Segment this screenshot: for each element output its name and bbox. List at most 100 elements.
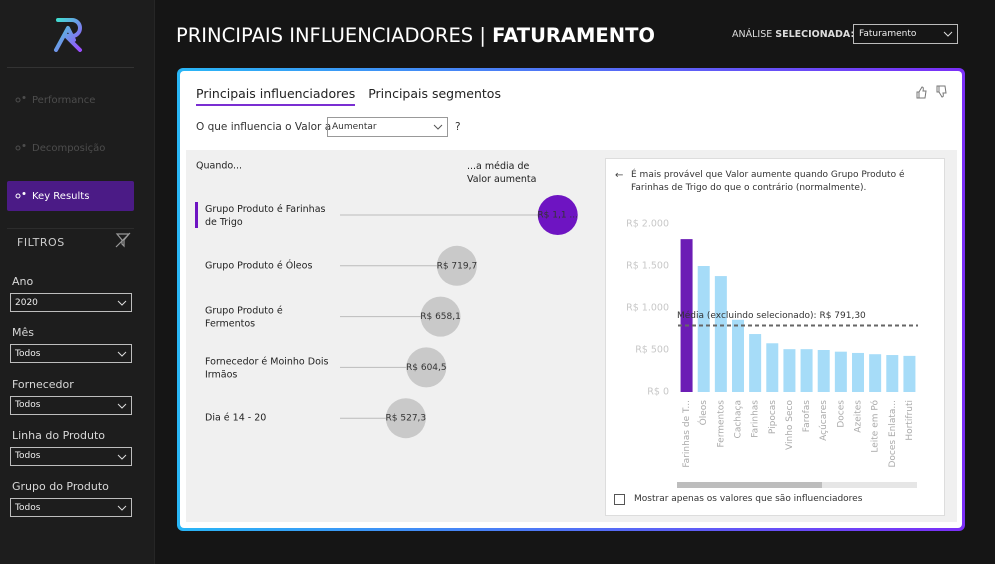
chevron <box>943 31 953 37</box>
detail-title: É mais provável que Valor aumente quando… <box>631 170 905 193</box>
bubble <box>385 398 426 439</box>
analysis-label-text: ANÁLISE <box>732 29 773 40</box>
title-separator: | <box>479 24 486 47</box>
bar-chart: R$ 0 R$ 500 R$ 1.000 R$ 1.500 R$ 2.000 Farinh… <box>626 219 918 488</box>
nav-label: Key Results <box>32 190 90 202</box>
divider <box>7 228 134 229</box>
influencer-label: Grupo Produto é Farinhas de Trigo <box>205 204 326 228</box>
bubble <box>436 245 477 286</box>
filter-label: Ano <box>12 275 34 288</box>
bar <box>697 266 710 392</box>
bar <box>817 350 830 392</box>
question-dropdown[interactable]: Aumentar <box>327 117 448 137</box>
filter-value: Todos <box>15 400 41 411</box>
filter-dropdown[interactable]: 2020 <box>10 293 132 312</box>
bubble-label: R$ 1,1 ... <box>537 211 578 221</box>
selected-indicator <box>195 202 198 228</box>
bar <box>903 355 916 392</box>
nav-icon-dot <box>15 193 21 199</box>
x-tick-label: Doces Enlata... <box>888 400 898 468</box>
x-tick-label: Vinho Seco <box>785 400 795 450</box>
filter-dropdown[interactable]: Todos <box>10 395 132 415</box>
bubble-label: R$ 604,5 <box>406 363 447 373</box>
bar <box>714 276 727 392</box>
influencer-label: Grupo Produto é Óleos <box>205 259 312 271</box>
question-text: O que influencia o Valor a <box>196 121 332 133</box>
chevron <box>117 403 127 409</box>
chevron-path <box>117 351 127 358</box>
bar <box>852 352 864 392</box>
bubble-label: R$ 719,7 <box>437 261 478 271</box>
analysis-label-bold: SELECIONADA: <box>775 29 855 40</box>
nav-item[interactable]: Decomposição <box>7 133 134 163</box>
feedback-icons[interactable] <box>914 85 950 99</box>
x-tick-label: Azeites <box>854 400 864 433</box>
detail-card <box>605 158 945 516</box>
nav-icon-dot <box>15 97 21 103</box>
bubble <box>537 195 578 235</box>
filter-label: Mês <box>12 326 34 340</box>
influencer-chart: Quando... ...a média de Valor aumenta Grupo… <box>195 161 578 439</box>
x-tick-label: Doces <box>836 400 846 428</box>
chevron <box>117 300 127 306</box>
nav-icon <box>15 144 26 151</box>
x-tick-label: Farinhas <box>751 400 761 438</box>
help-icon[interactable]: ? <box>455 121 461 133</box>
filter-dropdown[interactable]: Todos <box>10 498 132 518</box>
title-bold: FATURAMENTO <box>492 24 655 47</box>
bar <box>869 354 882 392</box>
chevron-path <box>117 505 127 511</box>
nav-item[interactable]: Key Results <box>7 181 134 211</box>
sidebar: FILTROS Performance Decomposição Key Resul… <box>0 0 155 564</box>
tab[interactable]: Principais influenciadores <box>196 86 356 106</box>
bubble-label: R$ 527,3 <box>386 414 427 424</box>
column-header: Quando... <box>196 161 242 172</box>
chevron-path <box>117 300 127 306</box>
back-arrow[interactable]: ← <box>615 170 624 181</box>
filters-title: FILTROS <box>17 236 65 249</box>
nav-icon-dot <box>22 192 26 195</box>
scrollbar-thumb <box>677 482 822 488</box>
checkbox[interactable] <box>614 494 625 505</box>
clear-filters-icon[interactable] <box>114 231 132 249</box>
nav-icon-dot <box>22 144 26 147</box>
nav-label: Decomposição <box>32 142 106 154</box>
influencer-label: Grupo Produto é Fermentos <box>205 305 283 329</box>
nav-label: Performance <box>32 94 96 106</box>
bar <box>680 239 693 392</box>
x-tick-label: Leite em Pó <box>870 400 881 453</box>
filter-dropdown[interactable]: Todos <box>10 446 132 466</box>
filter-value: 2020 <box>15 297 38 308</box>
title: PRINCIPAIS INFLUENCIADORES <box>176 24 474 47</box>
analysis-label: ANÁLISE SELECIONADA: <box>732 29 854 40</box>
tab[interactable]: Principais segmentos <box>368 86 501 101</box>
nav-icon <box>15 96 26 103</box>
bar <box>732 319 744 392</box>
x-tick-label: Farinhas de T... <box>682 400 692 468</box>
chevron <box>117 351 127 358</box>
divider <box>7 67 134 68</box>
bubble-label: R$ 658,1 <box>420 312 461 322</box>
chevron <box>117 454 127 460</box>
bar <box>749 334 762 392</box>
y-tick-label: R$ 2.000 <box>626 219 669 230</box>
y-tick-label: R$ 1.000 <box>626 303 669 314</box>
filter-label: Fornecedor <box>12 377 74 391</box>
filter-label: Linha do Produto <box>12 428 106 442</box>
chevron-path <box>117 454 127 460</box>
x-tick-label: Cachaça <box>734 400 744 438</box>
influencer-label: Fornecedor é Moinho Dois Irmãos <box>205 356 329 380</box>
column-header: ...a média de Valor aumenta <box>467 161 536 185</box>
filter-dropdown[interactable]: Todos <box>10 344 132 364</box>
filter-value: Todos <box>15 502 41 513</box>
chevron <box>433 124 443 130</box>
filter-value: Todos <box>15 348 41 359</box>
bar <box>834 351 847 392</box>
bubble <box>406 347 447 388</box>
nav-item[interactable]: Performance <box>7 85 134 115</box>
x-tick-label: Farofas <box>802 400 812 433</box>
analysis-dropdown[interactable]: Faturamento <box>853 24 958 44</box>
chevron <box>117 505 127 511</box>
bar <box>886 355 899 392</box>
filter-label: Grupo do Produto <box>12 480 109 494</box>
